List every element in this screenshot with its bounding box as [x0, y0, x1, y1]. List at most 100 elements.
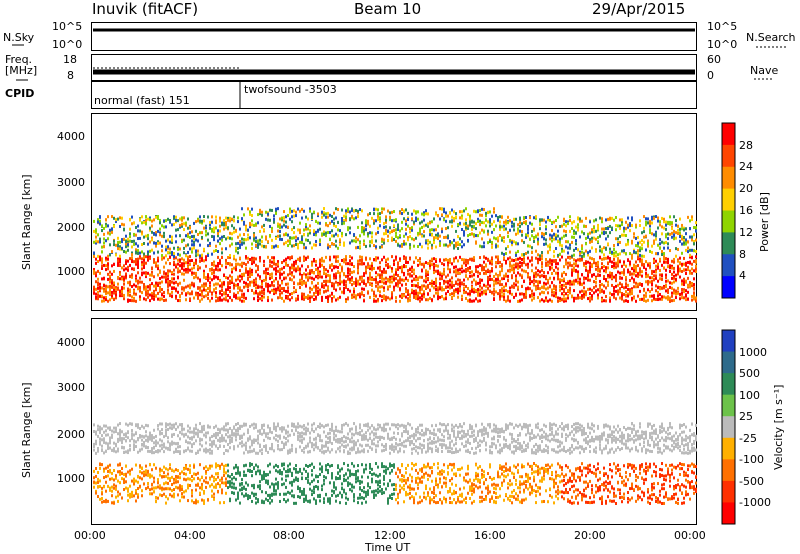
power-pixel [683, 262, 685, 266]
power-pixel [345, 280, 347, 284]
power-pixel [121, 289, 123, 293]
power-pixel [229, 263, 231, 267]
power-pixel [523, 216, 525, 220]
power-pixel [433, 271, 435, 275]
power-pixel [345, 209, 347, 213]
power-pixel [379, 285, 381, 289]
power-pixel [95, 295, 97, 299]
power-pixel [335, 259, 337, 263]
power-pixel [313, 229, 315, 233]
power-pixel [507, 295, 509, 299]
power-pixel [197, 293, 199, 297]
power-pixel [459, 216, 461, 220]
power-pixel [369, 257, 371, 261]
power-pixel [405, 222, 407, 226]
velocity-pixel [99, 463, 101, 467]
power-pixel [109, 232, 111, 236]
power-pixel [417, 210, 419, 214]
power-pixel [153, 241, 155, 245]
power-pixel [655, 264, 657, 268]
power-pixel [407, 260, 409, 264]
power-pixel [115, 293, 117, 297]
power-pixel [395, 270, 397, 274]
power-pixel [235, 293, 237, 297]
power-pixel [147, 285, 149, 289]
power-cb-tick: 8 [739, 248, 746, 261]
power-pixel [249, 225, 251, 229]
power-pixel [503, 257, 505, 261]
power-pixel [373, 290, 375, 294]
power-pixel [201, 257, 203, 261]
power-pixel [307, 227, 309, 231]
power-pixel [111, 227, 113, 231]
power-pixel [555, 288, 557, 292]
power-pixel [513, 263, 515, 267]
power-pixel [333, 286, 335, 290]
power-pixel [97, 220, 99, 224]
power-pixel [545, 282, 547, 286]
velocity-pixel [103, 467, 105, 471]
power-pixel [225, 288, 227, 292]
power-pixel [491, 256, 493, 260]
power-pixel [251, 268, 253, 272]
power-pixel [639, 219, 641, 223]
power-pixel [685, 238, 687, 242]
power-pixel [439, 273, 441, 277]
power-pixel [547, 299, 549, 303]
power-pixel [665, 289, 667, 293]
power-pixel [555, 247, 557, 251]
power-pixel [185, 261, 187, 265]
power-pixel [529, 280, 531, 284]
power-pixel [237, 262, 239, 266]
power-pixel [503, 220, 505, 224]
power-pixel [339, 271, 341, 275]
power-pixel [139, 276, 141, 280]
power-pixel [689, 269, 691, 273]
power-pixel [395, 296, 397, 300]
power-pixel [299, 209, 301, 213]
power-pixel [495, 214, 497, 218]
power-pixel [97, 277, 99, 281]
power-pixel [161, 297, 163, 301]
power-pixel [193, 266, 195, 270]
power-pixel [147, 237, 149, 241]
power-pixel [197, 232, 199, 236]
power-pixel [531, 251, 533, 255]
power-pixel [209, 243, 211, 247]
power-pixel [685, 227, 687, 231]
power-pixel [165, 219, 167, 223]
power-pixel [421, 269, 423, 273]
power-pixel [157, 229, 159, 233]
power-pixel [497, 281, 499, 285]
power-pixel [235, 264, 237, 268]
power-pixel [473, 287, 475, 291]
power-pixel [493, 287, 495, 291]
power-pixel [243, 285, 245, 289]
velocity-pixel [95, 489, 97, 493]
power-pixel [383, 288, 385, 292]
power-pixel [457, 259, 459, 263]
power-pixel [109, 270, 111, 274]
power-pixel [125, 242, 127, 246]
power-pixel [397, 267, 399, 271]
power-pixel [613, 266, 615, 270]
power-pixel [563, 234, 565, 238]
power-pixel [227, 262, 229, 266]
power-pixel [693, 269, 695, 273]
velocity-pixel [97, 434, 99, 438]
power-pixel [695, 264, 697, 268]
power-pixel [563, 290, 565, 294]
velocity-pixel [95, 481, 97, 485]
power-pixel [449, 211, 451, 215]
power-pixel [555, 271, 557, 275]
power-pixel [601, 220, 603, 224]
power-pixel [479, 209, 481, 213]
power-pixel [199, 256, 201, 260]
power-pixel [297, 296, 299, 300]
power-pixel [569, 261, 571, 265]
power-pixel [383, 277, 385, 281]
power-pixel [249, 236, 251, 240]
power-pixel [179, 264, 181, 268]
power-pixel [673, 270, 675, 274]
power-pixel [445, 243, 447, 247]
